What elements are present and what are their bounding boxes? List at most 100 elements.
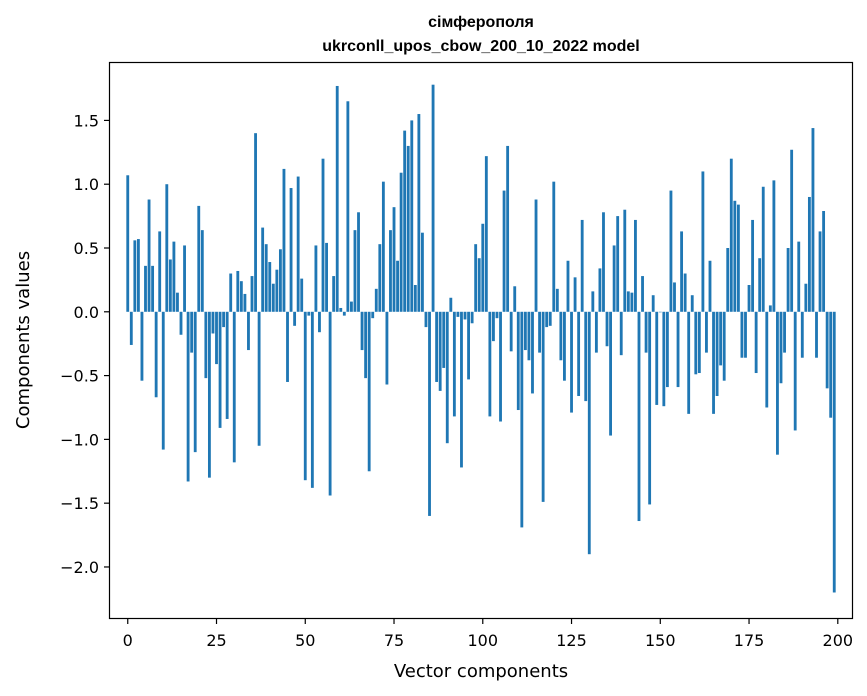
bar-37 — [257, 311, 261, 446]
bar-176 — [751, 219, 755, 312]
bar-190 — [800, 311, 804, 358]
bar-53 — [314, 245, 318, 312]
bar-178 — [758, 258, 762, 312]
bar-89 — [442, 311, 446, 368]
bar-115 — [534, 199, 538, 312]
bar-50 — [303, 311, 307, 481]
x-tick-label: 100 — [468, 631, 499, 650]
bar-186 — [786, 248, 790, 312]
bar-64 — [353, 230, 357, 312]
bar-70 — [374, 288, 378, 312]
bar-132 — [594, 311, 598, 353]
bar-181 — [768, 305, 772, 312]
chart-subtitle: ukrconll_upos_cbow_200_10_2022 model — [322, 38, 639, 55]
bar-128 — [580, 219, 584, 312]
bar-164 — [708, 260, 712, 312]
bar-157 — [683, 273, 687, 312]
x-tick-label: 200 — [823, 631, 854, 650]
bar-160 — [694, 311, 698, 375]
bar-72 — [381, 181, 385, 312]
bar-109 — [513, 286, 517, 312]
bar-198 — [829, 311, 833, 418]
bar-197 — [825, 311, 829, 389]
bar-63 — [350, 301, 353, 312]
y-tick-label: 1.0 — [74, 175, 99, 194]
bar-25 — [215, 311, 218, 365]
bar-42 — [275, 269, 279, 312]
bar-135 — [605, 311, 609, 347]
bar-113 — [527, 311, 531, 361]
bar-111 — [520, 311, 524, 528]
bar-124 — [566, 260, 570, 312]
bar-154 — [673, 282, 676, 312]
y-tick-label: −0.5 — [60, 367, 99, 386]
bar-73 — [385, 311, 389, 385]
bar-5 — [144, 265, 147, 312]
bar-102 — [488, 311, 492, 417]
bar-104 — [495, 311, 499, 319]
bar-148 — [651, 295, 655, 312]
bar-28 — [225, 311, 229, 419]
bar-123 — [563, 311, 566, 381]
x-tick-label: 25 — [206, 631, 226, 650]
bar-137 — [612, 245, 616, 312]
y-axis-ticks: −2.0 −1.5 −1.0 −0.5 0.0 0.5 1.0 1.5 — [60, 111, 110, 577]
bar-74 — [389, 230, 392, 312]
bar-152 — [665, 311, 669, 388]
bar-177 — [754, 311, 758, 374]
bar-172 — [736, 204, 740, 312]
bar-153 — [669, 190, 673, 312]
bar-58 — [332, 276, 336, 312]
x-tick-label: 125 — [556, 631, 587, 650]
bar-129 — [584, 311, 588, 402]
y-tick-label: −2.0 — [60, 558, 99, 577]
bar-106 — [502, 190, 506, 312]
y-tick-label: −1.5 — [60, 494, 99, 513]
bar-166 — [715, 311, 719, 396]
y-axis-label: Components values — [13, 251, 34, 429]
bar-29 — [229, 273, 233, 312]
bar-150 — [658, 311, 662, 313]
bar-95 — [463, 311, 467, 320]
bar-131 — [591, 291, 595, 312]
bar-32 — [239, 281, 243, 312]
bar-156 — [680, 231, 684, 312]
bar-18 — [190, 311, 194, 353]
bar-24 — [211, 311, 215, 334]
bar-120 — [552, 181, 556, 312]
bar-117 — [541, 311, 545, 502]
bar-92 — [452, 311, 456, 417]
bar-82 — [417, 114, 421, 312]
bar-119 — [548, 311, 552, 326]
x-axis-ticks: 0 25 50 75 100 125 150 175 200 — [123, 618, 853, 650]
bar-98 — [474, 244, 478, 312]
bar-151 — [662, 311, 666, 407]
bar-49 — [300, 278, 304, 312]
bar-105 — [499, 311, 502, 422]
bar-0 — [126, 175, 130, 312]
bar-3 — [136, 239, 140, 312]
bar-1 — [129, 311, 133, 345]
bar-66 — [360, 311, 364, 351]
bar-191 — [804, 283, 808, 312]
bar-179 — [761, 186, 765, 312]
bar-15 — [179, 311, 183, 335]
bar-88 — [438, 311, 442, 391]
bar-65 — [357, 212, 360, 312]
bar-97 — [470, 311, 474, 324]
bar-196 — [822, 211, 826, 312]
bar-57 — [328, 311, 332, 496]
bar-38 — [261, 227, 265, 312]
bar-9 — [158, 231, 162, 312]
bar-171 — [733, 200, 737, 312]
bar-67 — [364, 311, 368, 379]
bar-14 — [176, 292, 179, 312]
bar-10 — [161, 311, 165, 450]
bar-75 — [392, 207, 396, 312]
bar-162 — [701, 171, 705, 312]
bar-39 — [264, 244, 268, 312]
bar-185 — [783, 311, 786, 353]
bar-7 — [151, 265, 155, 312]
bar-91 — [449, 297, 453, 312]
bar-168 — [722, 311, 726, 381]
